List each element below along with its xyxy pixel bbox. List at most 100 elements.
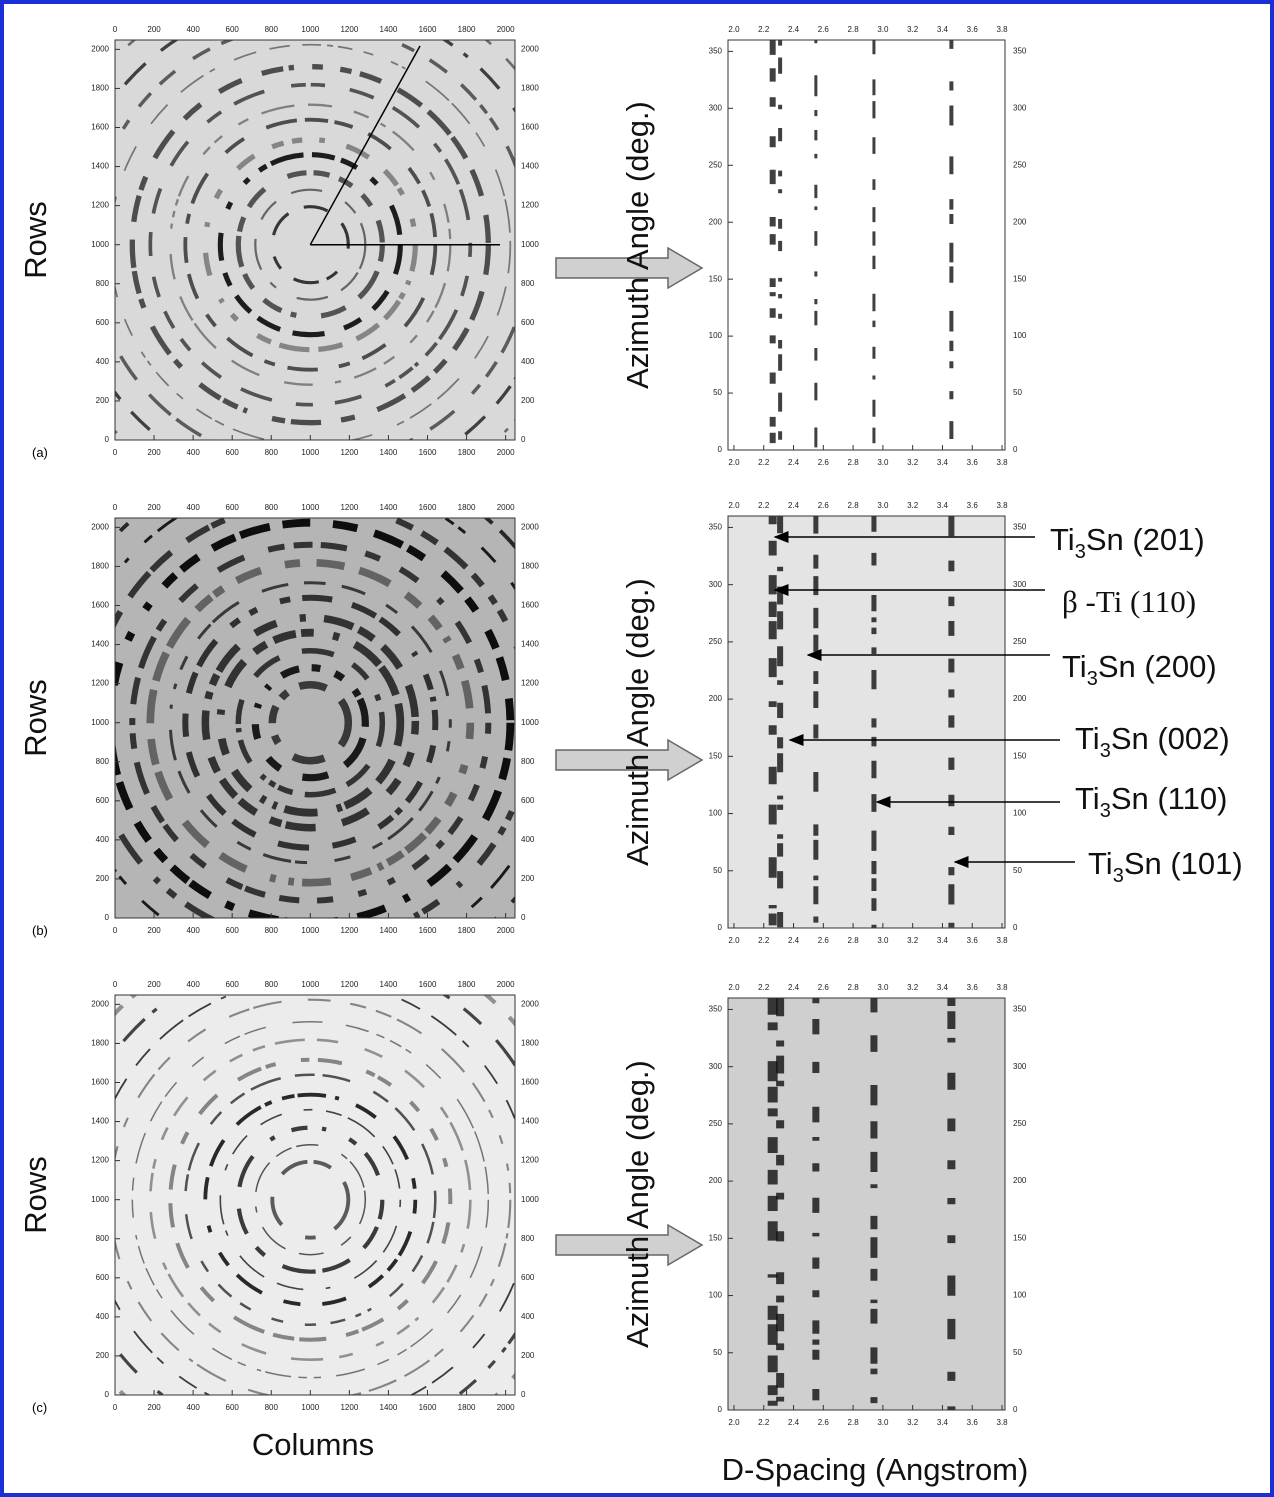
- x-tick-label: 600: [226, 926, 240, 935]
- x-tick-label: 1000: [301, 503, 319, 512]
- y-axis-title: Rows: [18, 201, 53, 279]
- y-axis-title: Rows: [18, 679, 53, 757]
- x-tick-label: 1000: [301, 980, 319, 989]
- y-tick-label: 600: [96, 1273, 110, 1282]
- annotation: Ti3Sn (101): [1088, 846, 1243, 887]
- annotation-subscript: 3: [1087, 668, 1098, 690]
- x-tick-label: 3.8: [996, 501, 1008, 510]
- x-tick-label: 400: [186, 503, 200, 512]
- y-tick-label: 250: [1013, 637, 1027, 646]
- x-tick-label: 3.6: [967, 25, 979, 34]
- annotation-text: β -Ti (110): [1062, 584, 1196, 619]
- y-tick-label: 200: [96, 1351, 110, 1360]
- y-tick-label: 600: [521, 1273, 535, 1282]
- diffraction-ring: [115, 43, 512, 440]
- y-tick-label: 2000: [521, 999, 539, 1008]
- x-tick-label: 0: [113, 980, 118, 989]
- x-tick-label: 1600: [419, 1403, 437, 1412]
- x-tick-label: 600: [226, 25, 240, 34]
- x-tick-label: 2000: [497, 1403, 515, 1412]
- x-tick-label: 3.2: [907, 458, 919, 467]
- x-tick-label: 0: [113, 926, 118, 935]
- x-tick-label: 1400: [380, 448, 398, 457]
- x-tick-label: 2.2: [758, 25, 770, 34]
- y-tick-label: 1800: [91, 562, 109, 571]
- y-tick-label: 1600: [521, 601, 539, 610]
- y-tick-label: 200: [521, 1351, 535, 1360]
- x-tick-label: 2000: [497, 25, 515, 34]
- y-tick-label: 1000: [91, 1195, 109, 1204]
- plot-border: [727, 997, 1006, 1411]
- x-tick-label: 2.6: [818, 501, 830, 510]
- x-tick-label: 3.8: [996, 936, 1008, 945]
- x-tick-label: 3.4: [937, 501, 949, 510]
- x-tick-label: 2.0: [728, 501, 740, 510]
- x-tick-label: 3.0: [877, 1418, 889, 1427]
- y-tick-label: 1400: [521, 162, 539, 171]
- y-tick-label: 0: [1013, 923, 1018, 932]
- x-tick-label: 2.4: [788, 1418, 800, 1427]
- x-tick-label: 3.6: [967, 501, 979, 510]
- y-tick-label: 1200: [91, 1156, 109, 1165]
- y-tick-label: 200: [96, 396, 110, 405]
- y-tick-label: 2000: [521, 522, 539, 531]
- x-tick-label: 3.6: [967, 1418, 979, 1427]
- x-tick-label: 2.8: [848, 25, 860, 34]
- diffraction-ring: [168, 581, 452, 865]
- x-tick-label: 2.0: [728, 1418, 740, 1427]
- y-tick-label: 800: [96, 757, 110, 766]
- x-tick-label: 2.4: [788, 25, 800, 34]
- y-tick-label: 50: [1013, 1348, 1022, 1357]
- y-tick-label: 2000: [91, 999, 109, 1008]
- y-tick-label: 350: [709, 46, 723, 55]
- y-tick-label: 300: [709, 103, 723, 112]
- x-tick-label: 3.0: [877, 983, 889, 992]
- x-tick-label: 1800: [458, 980, 476, 989]
- y-tick-label: 350: [1013, 1005, 1027, 1014]
- y-tick-label: 1200: [521, 679, 539, 688]
- y-tick-label: 0: [1013, 1405, 1018, 1414]
- x-tick-label: 1600: [419, 503, 437, 512]
- x-tick-label: 2.2: [758, 1418, 770, 1427]
- y-tick-label: 300: [709, 1062, 723, 1071]
- diffraction-rings: [115, 995, 515, 1395]
- x-tick-label: 2.6: [818, 1418, 830, 1427]
- y-tick-label: 250: [1013, 1119, 1027, 1128]
- x-tick-label: 400: [186, 1403, 200, 1412]
- y-tick-label: 200: [709, 217, 723, 226]
- y-tick-label: 1200: [91, 679, 109, 688]
- transform-arrow: [555, 1223, 704, 1267]
- y-tick-label: 200: [521, 874, 535, 883]
- x-tick-label: 3.0: [877, 25, 889, 34]
- x-tick-label: 2.2: [758, 501, 770, 510]
- x-tick-label: 2.6: [818, 25, 830, 34]
- x-tick-label: 1400: [380, 503, 398, 512]
- diffraction-rings: [115, 518, 515, 918]
- diffraction-ring: [216, 628, 405, 817]
- x-tick-label: 1800: [458, 448, 476, 457]
- x-tick-label: 600: [226, 980, 240, 989]
- x-tick-label: 3.4: [937, 25, 949, 34]
- x-tick-label: 3.8: [996, 458, 1008, 467]
- annotation-text: Ti: [1088, 846, 1113, 881]
- x-tick-label: 400: [186, 25, 200, 34]
- x-tick-label: 1200: [340, 980, 358, 989]
- x-tick-label: 2.8: [848, 458, 860, 467]
- x-tick-label: 1000: [301, 1403, 319, 1412]
- x-tick-label: 400: [186, 926, 200, 935]
- y-tick-label: 150: [1013, 274, 1027, 283]
- y-tick-label: 2000: [91, 44, 109, 53]
- y-tick-label: 250: [1013, 160, 1027, 169]
- panel-label: (a): [32, 445, 48, 460]
- y-axis-title: Azimuth Angle (deg.): [620, 101, 655, 389]
- y-tick-label: 200: [709, 694, 723, 703]
- x-tick-label: 3.6: [967, 936, 979, 945]
- y-tick-label: 200: [1013, 1176, 1027, 1185]
- diffraction-ring: [131, 1020, 490, 1379]
- y-tick-label: 400: [96, 1312, 110, 1321]
- diffraction-lines: [769, 40, 954, 450]
- y-tick-label: 150: [709, 751, 723, 760]
- x-tick-label: 1600: [419, 926, 437, 935]
- x-tick-label: 1800: [458, 1403, 476, 1412]
- y-tick-label: 100: [1013, 1291, 1027, 1300]
